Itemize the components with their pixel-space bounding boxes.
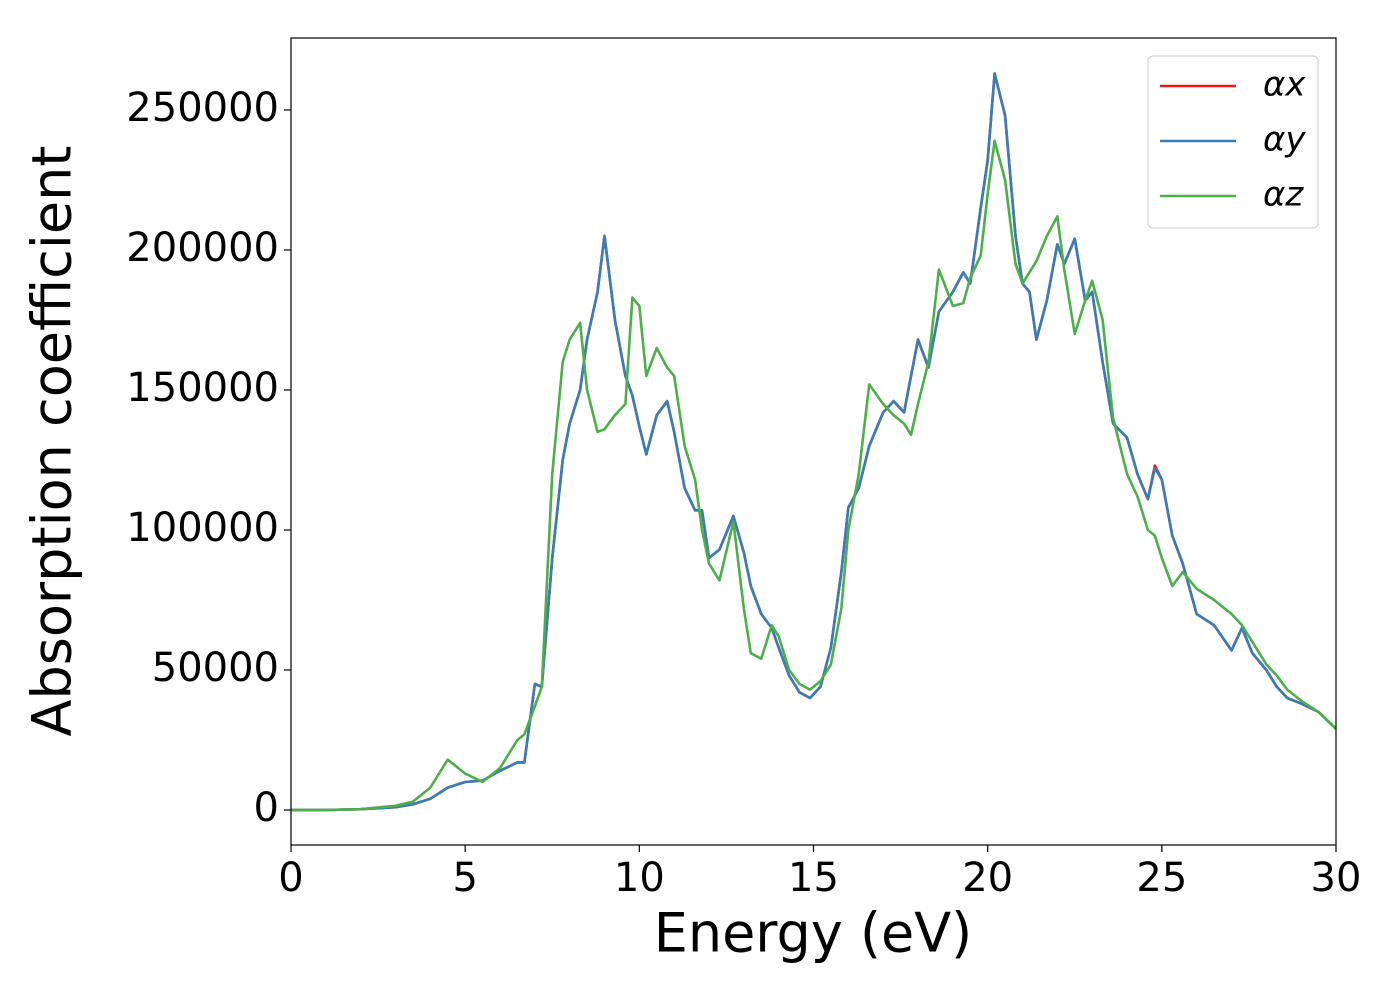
y-tick-label: 150000 [126, 365, 279, 411]
x-tick-label: 10 [614, 855, 665, 901]
series-line [291, 139, 1336, 812]
y-tick-label: 100000 [126, 505, 279, 551]
legend-label: αx [1263, 65, 1306, 105]
legend-label: αz [1263, 175, 1304, 215]
plot-frame [290, 37, 1337, 846]
x-tick-label: 25 [1136, 855, 1187, 901]
x-tick-label: 15 [788, 855, 839, 901]
x-tick-label: 30 [1311, 855, 1362, 901]
series-line [291, 72, 1336, 812]
y-tick-label: 200000 [126, 225, 279, 271]
x-axis-label: Energy (eV) [654, 902, 973, 965]
x-tick-label: 5 [452, 855, 477, 901]
x-tick-label: 0 [278, 855, 303, 901]
y-tick-label: 250000 [126, 85, 279, 131]
legend-label: αy [1263, 120, 1306, 160]
y-tick-label: 0 [254, 785, 279, 831]
x-tick-label: 20 [962, 855, 1013, 901]
y-axis-label: Absorption coefficient [21, 146, 84, 737]
y-tick-label: 50000 [152, 645, 279, 691]
